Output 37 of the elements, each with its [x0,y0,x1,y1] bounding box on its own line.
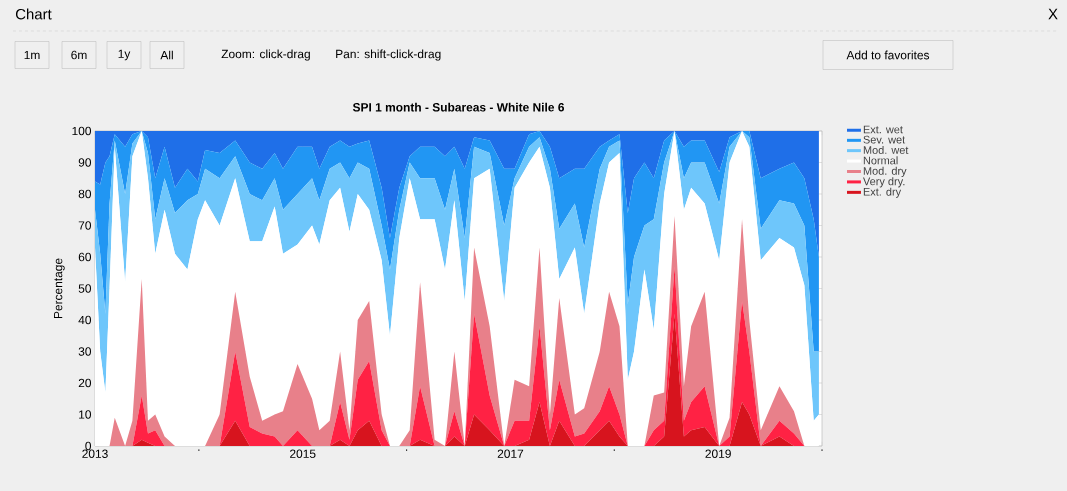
legend-label: Ext. dry [863,187,902,198]
y-tick-label: 0 [85,441,92,451]
text: 1y [118,49,131,61]
x-tick-label: 2013 [82,449,108,458]
text: 1m [24,50,40,60]
text: All [160,50,173,60]
legend-label: Mod. wet [863,145,909,154]
legend-label: Ext. wet [863,125,903,134]
x-tick-label: 2017 [497,449,524,458]
y-axis-title: Percentage [53,258,65,319]
y-tick-label: 40 [78,315,92,325]
x-tick-label: 2015 [290,449,316,458]
x-tick-label: . [406,449,408,451]
legend-label: Normal [863,156,898,165]
text: Zoom: click-drag [221,49,310,61]
y-tick-label: 60 [78,252,92,262]
text: Chart [15,8,52,20]
y-tick-label: 50 [78,284,92,293]
text: X [1048,8,1058,20]
legend-label: Very dry. [863,177,905,188]
x-tick-label: . [613,449,615,451]
y-tick-label: 30 [78,347,92,356]
y-tick-label: 70 [78,221,92,230]
legend-label: Mod. dry [863,166,907,177]
y-tick-label: 100 [72,126,92,136]
y-tick-label: 90 [78,158,92,167]
text: Pan: shift-click-drag [336,49,441,61]
x-tick-label: . [198,449,200,451]
y-tick-label: 10 [79,410,92,419]
x-tick-label: . [821,449,823,451]
legend-label: Sev. wet [863,135,906,144]
text: 6m [71,50,87,60]
y-tick-label: 80 [78,189,92,199]
x-tick-label: 2019 [705,449,731,458]
y-tick-label: 20 [78,378,92,388]
text: Add to favorites [846,50,930,60]
chart-title: SPI 1 month - Subareas - White Nile 6 [352,102,565,112]
